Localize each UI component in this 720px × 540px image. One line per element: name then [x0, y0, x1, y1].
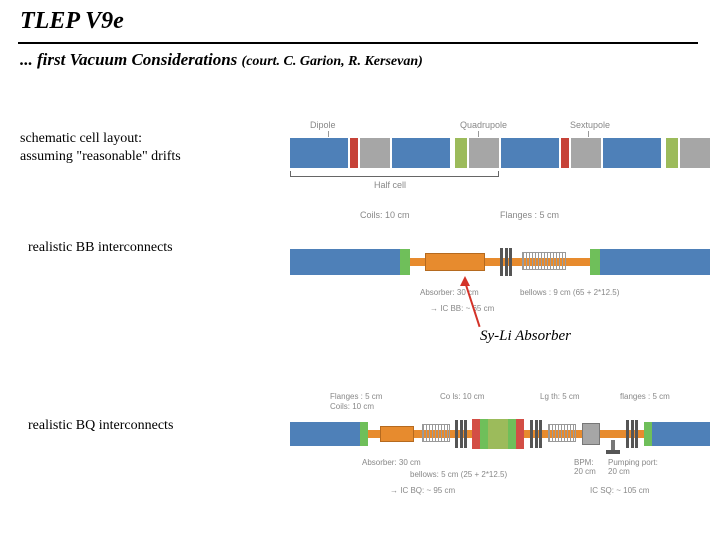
bellows — [522, 252, 566, 270]
label-bq: realistic BQ interconnects — [28, 418, 173, 434]
subtitle: ... first Vacuum Considerations (court. … — [20, 50, 423, 70]
magnet-block — [392, 138, 450, 168]
bq-bot-ann: 20 cm — [574, 467, 596, 476]
pump-port — [606, 440, 620, 456]
magnet-block — [501, 138, 559, 168]
bq-bot-ann: Absorber: 30 cm — [362, 458, 421, 467]
bq-bot-ann: BPM: — [574, 458, 594, 467]
magnet-block — [290, 138, 348, 168]
magnet-block — [666, 138, 678, 168]
bq-bot-ann: bellows: 5 cm (25 + 2*12.5) — [410, 470, 507, 479]
credits: (court. C. Garion, R. Kersevan) — [242, 54, 423, 69]
legend-tick — [478, 131, 479, 137]
magnet-block — [469, 138, 499, 168]
flange-1 — [455, 420, 467, 448]
page-title: TLEP V9e — [20, 8, 124, 35]
flange-3 — [626, 420, 638, 448]
coil-left — [360, 422, 368, 446]
bq-top-ann: Flanges : 5 cm — [330, 392, 382, 401]
bb-annotation: bellows : 9 cm (65 + 2*12.5) — [520, 288, 619, 297]
bellows-2 — [548, 424, 576, 442]
legend-tick — [328, 131, 329, 137]
coil-right — [644, 422, 652, 446]
halfcell-bracket — [290, 176, 498, 177]
magnet-block — [350, 138, 358, 168]
bb-annotation: → IC BB: ~ 65 cm — [430, 304, 494, 313]
legend-tick — [588, 131, 589, 137]
quad-core — [488, 419, 508, 449]
coil-left — [400, 249, 410, 275]
bpm — [582, 423, 600, 445]
absorber — [380, 426, 414, 442]
flanges-tag: Flanges : 5 cm — [500, 210, 559, 220]
halfcell-tick — [290, 171, 291, 177]
magnet-block — [571, 138, 601, 168]
title-underline — [18, 42, 698, 44]
bq-top-ann: flanges : 5 cm — [620, 392, 670, 401]
pump-plate — [606, 450, 620, 454]
subtitle-text: ... first Vacuum Considerations — [20, 50, 237, 69]
label-bb: realistic BB interconnects — [28, 240, 173, 256]
bq-bot-ann: → IC BQ: ~ 95 cm — [390, 486, 455, 495]
magnet-block — [360, 138, 390, 168]
label-cell-line1: schematic cell layout: — [20, 130, 181, 148]
magnet-block — [603, 138, 661, 168]
dipole-left — [290, 249, 400, 275]
fig-bb-interconnect: Absorber: 30 cmbellows : 9 cm (65 + 2*12… — [290, 230, 710, 330]
legend-label: Dipole — [310, 120, 336, 130]
bq-top-ann: Co ls: 10 cm — [440, 392, 484, 401]
bq-top-ann: Coils: 10 cm — [330, 402, 374, 411]
label-cell-line2: assuming "reasonable" drifts — [20, 148, 181, 166]
legend-label: Quadrupole — [460, 120, 507, 130]
magnet-block — [455, 138, 467, 168]
dipole-right — [652, 422, 710, 446]
bq-bot-ann: 20 cm — [608, 467, 630, 476]
bq-bot-ann: IC SQ: ~ 105 cm — [590, 486, 649, 495]
coils-tag: Coils: 10 cm — [360, 210, 410, 220]
bellows-1 — [422, 424, 450, 442]
halfcell-label: Half cell — [374, 180, 406, 190]
fig-cell-layout: Dipole Quadrupole Sextupole Half cell — [290, 120, 710, 190]
absorber — [425, 253, 485, 271]
label-cell-layout: schematic cell layout: assuming "reasona… — [20, 130, 181, 166]
dipole-right — [600, 249, 710, 275]
label-syli: Sy-Li Absorber — [480, 328, 571, 345]
flange — [500, 248, 512, 276]
halfcell-tick — [498, 171, 499, 177]
fig-bq-interconnect: Flanges : 5 cm Co ls: 10 cm Lg th: 5 cm fla… — [290, 392, 710, 512]
bq-top-ann: Lg th: 5 cm — [540, 392, 580, 401]
flange-2 — [530, 420, 542, 448]
magnet-block — [680, 138, 710, 168]
magnet-block — [561, 138, 569, 168]
pump-stem — [611, 440, 615, 450]
bq-bot-ann: Pumping port: — [608, 458, 658, 467]
dipole-left — [290, 422, 360, 446]
legend-label: Sextupole — [570, 120, 610, 130]
coil-right — [590, 249, 600, 275]
